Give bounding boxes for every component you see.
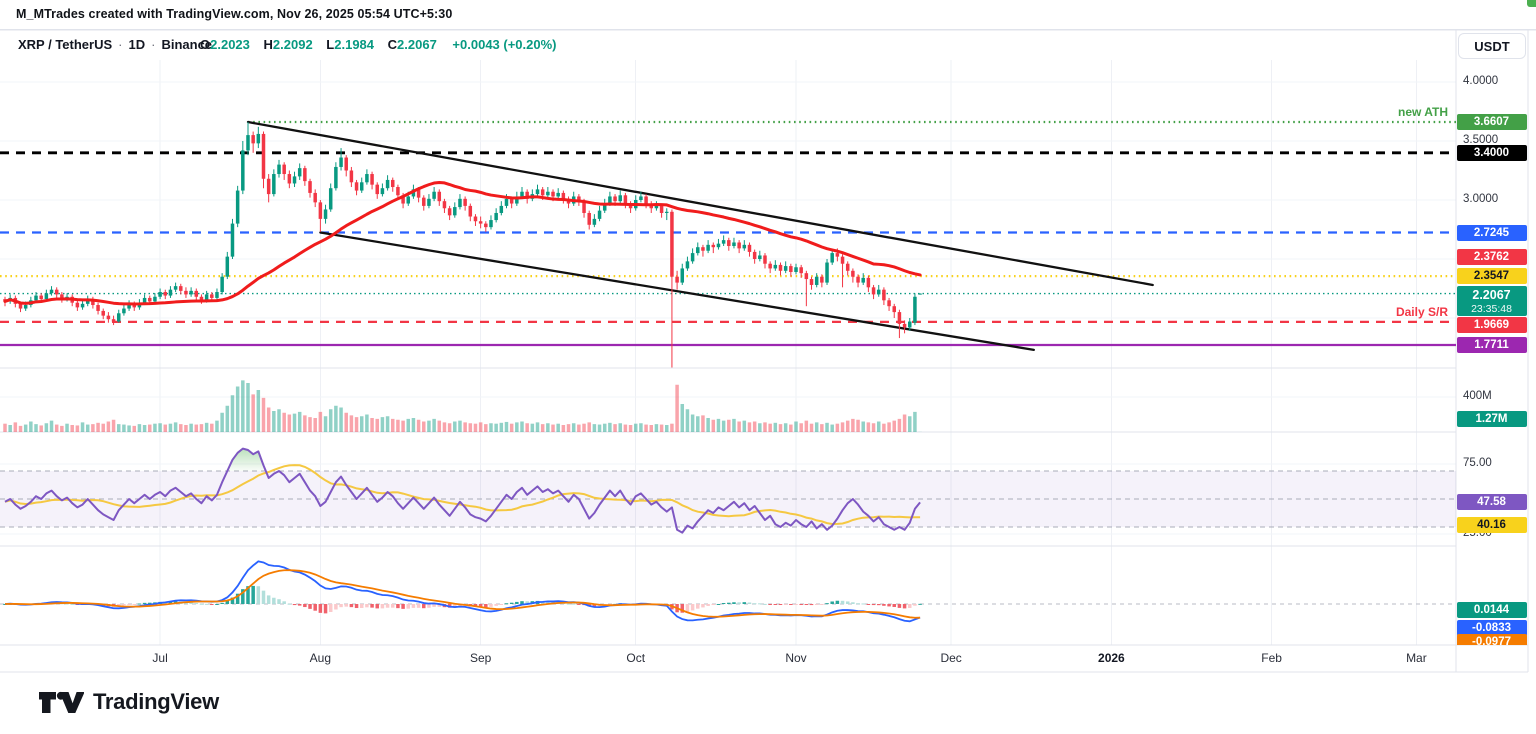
currency-toggle-button[interactable]: USDT — [1458, 33, 1526, 59]
price-label-1.7711: 1.7711 — [1456, 337, 1527, 353]
macd-value-label-1: -0.0833 — [1456, 619, 1527, 636]
symbol-header: XRP / TetherUS · 1D · Binance O2.2023 H2.209… — [0, 31, 1450, 59]
macd-value-label-0: 0.0144 — [1456, 601, 1527, 618]
close-value: 2.2067 — [397, 37, 437, 52]
macd-histogram — [3, 585, 922, 614]
separator: · — [151, 37, 156, 52]
rsi-band — [0, 471, 1456, 527]
price-label-1.9669: 1.9669 — [1456, 316, 1527, 333]
pane-borders — [0, 29, 1536, 673]
signal-line — [4, 569, 921, 619]
close-key: C — [387, 37, 398, 52]
footer: TradingView — [38, 684, 219, 720]
tradingview-logo-icon[interactable] — [38, 689, 84, 716]
month-label-mar: Mar — [1406, 651, 1427, 665]
candlestick-series — [3, 122, 922, 368]
month-label-nov: Nov — [785, 651, 807, 665]
price-label-3.6607: 3.6607 — [1456, 114, 1527, 131]
corner-accent — [1527, 0, 1536, 7]
open-value: 2.2023 — [210, 37, 250, 52]
level-lines — [0, 120, 1456, 347]
macd-line — [4, 560, 921, 623]
time-axis[interactable]: Jul Aug Sep Oct Nov Dec 2026 Feb Mar — [0, 645, 1456, 672]
month-label-2026: 2026 — [1098, 651, 1125, 665]
axis-tick-3.0000: 3.0000 — [1463, 193, 1499, 205]
rsi-overbought-fill — [227, 448, 264, 471]
attribution-text: M_MTrades created with TradingView.com, … — [16, 7, 453, 21]
month-label-jul: Jul — [152, 651, 168, 665]
month-label-dec: Dec — [940, 651, 962, 665]
axis-tick-3.5000: 3.5000 — [1463, 134, 1499, 146]
rsi-value-label: 47.58 — [1456, 494, 1527, 511]
volume-value-label: 1.27M — [1456, 410, 1527, 427]
change-readout: +0.0043 (+0.20%) — [452, 37, 557, 52]
price-label-2.7245: 2.7245 — [1456, 224, 1527, 241]
month-label-sep: Sep — [469, 651, 492, 665]
volume-bars — [3, 380, 922, 432]
rsi-line — [4, 447, 921, 534]
month-label-feb: Feb — [1261, 651, 1282, 665]
high-key: H — [263, 37, 273, 52]
ma-line — [3, 180, 922, 306]
high-value: 2.2092 — [272, 37, 313, 52]
interval-label: 1D — [128, 37, 146, 52]
low-key: L — [326, 37, 335, 52]
axis-tick-4.0000: 4.0000 — [1463, 75, 1499, 87]
month-label-oct: Oct — [626, 651, 646, 665]
current-price-label: 2.2067 23:35:48 — [1456, 285, 1527, 316]
price-axis[interactable]: 4.00003.50003.0000400M75.0025.003.66073.… — [1456, 30, 1528, 645]
low-readout: L2.1984 — [326, 37, 374, 52]
rsi-ma-value-label: 40.16 — [1456, 517, 1527, 534]
month-label-aug: Aug — [309, 651, 332, 665]
symbol-title[interactable]: XRP / TetherUS · 1D · Binance — [18, 37, 212, 52]
rsi-axis-tick-75.00: 75.00 — [1463, 457, 1492, 469]
grid — [0, 60, 1456, 645]
volume-axis-tick: 400M — [1463, 390, 1492, 402]
symbol-name: XRP / TetherUS — [18, 37, 113, 52]
high-readout: H2.2092 — [264, 37, 313, 52]
price-label-2.3547: 2.3547 — [1456, 268, 1527, 285]
price-label-3.4000: 3.4000 — [1456, 144, 1527, 161]
separator: · — [118, 37, 123, 52]
macd-value-label-2: -0.0977 — [1456, 633, 1527, 645]
trendlines — [246, 120, 1154, 352]
close-readout: C2.2067 — [388, 37, 437, 52]
open-readout: O2.2023 — [200, 37, 250, 52]
ohlc-readout: O2.2023 H2.2092 L2.1984 C2.2067 +0.0043 … — [200, 37, 557, 52]
open-key: O — [200, 37, 211, 52]
low-value: 2.1984 — [334, 37, 375, 52]
tradingview-wordmark[interactable]: TradingView — [93, 689, 219, 714]
exchange-label: Binance — [161, 37, 213, 52]
ma-value-label: 2.3762 — [1456, 248, 1527, 265]
